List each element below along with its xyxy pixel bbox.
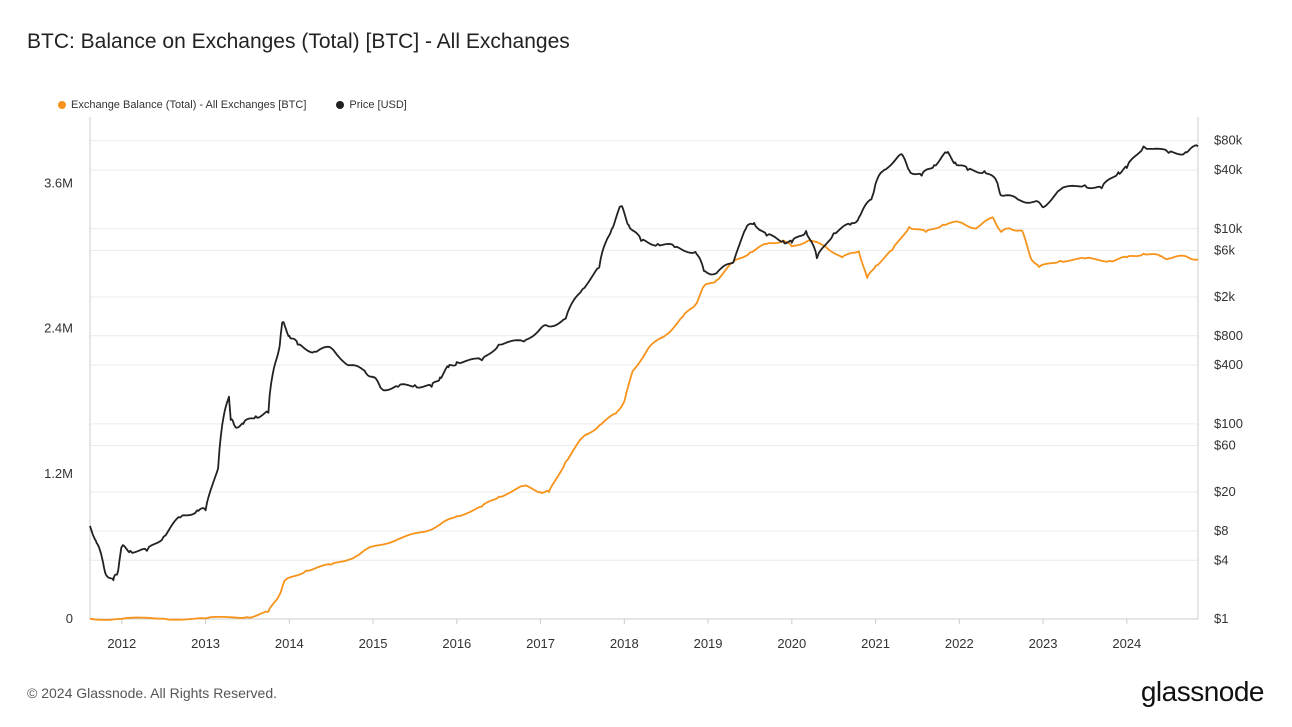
x-tick-label: 2018 [610,636,639,651]
y-right-tick-label: $400 [1214,357,1243,372]
y-right-tick-label: $6k [1214,242,1235,257]
y-right-tick-label: $40k [1214,162,1243,177]
y-left-tick-label: 2.4M [44,321,73,336]
y-right-tick-label: $4 [1214,552,1228,567]
x-tick-label: 2023 [1029,636,1058,651]
y-right-tick-label: $2k [1214,289,1235,304]
legend: Exchange Balance (Total) - All Exchanges… [58,99,407,111]
y-right-tick-label: $60 [1214,438,1236,453]
legend-label-price: Price [USD] [349,99,407,111]
x-tick-label: 2017 [526,636,555,651]
y-left-tick-label: 1.2M [44,466,73,481]
y-right-tick-label: $80k [1214,133,1243,148]
x-tick-label: 2020 [777,636,806,651]
y-right-tick-label: $1 [1214,611,1228,626]
y-right-tick-label: $800 [1214,328,1243,343]
x-tick-label: 2024 [1112,636,1141,651]
y-right-tick-label: $8 [1214,523,1228,538]
x-tick-label: 2013 [191,636,220,651]
y-right-tick-label: $100 [1214,416,1243,431]
glassnode-logo: glassnode [1140,676,1265,707]
x-tick-label: 2021 [861,636,890,651]
x-tick-label: 2022 [945,636,974,651]
x-tick-label: 2019 [694,636,723,651]
series-line-exchange-balance [89,216,1198,621]
y-left-tick-label: 0 [66,611,73,626]
chart-title: BTC: Balance on Exchanges (Total) [BTC] … [27,30,570,53]
y-right-tick-label: $20 [1214,484,1236,499]
x-tick-label: 2014 [275,636,304,651]
legend-dot-price [336,101,345,109]
legend-item-price[interactable]: Price [USD] [336,99,407,111]
legend-dot-balance [58,101,66,109]
copyright-footer: © 2024 Glassnode. All Rights Reserved. [27,685,278,701]
x-tick-label: 2012 [107,636,136,651]
legend-label-balance: Exchange Balance (Total) - All Exchanges… [71,99,307,111]
legend-item-balance[interactable]: Exchange Balance (Total) - All Exchanges… [58,99,306,111]
y-right-tick-label: $10k [1214,221,1243,236]
series-line-price [89,144,1199,582]
x-tick-label: 2015 [359,636,388,651]
y-left-tick-label: 3.6M [44,176,73,191]
x-tick-label: 2016 [442,636,471,651]
